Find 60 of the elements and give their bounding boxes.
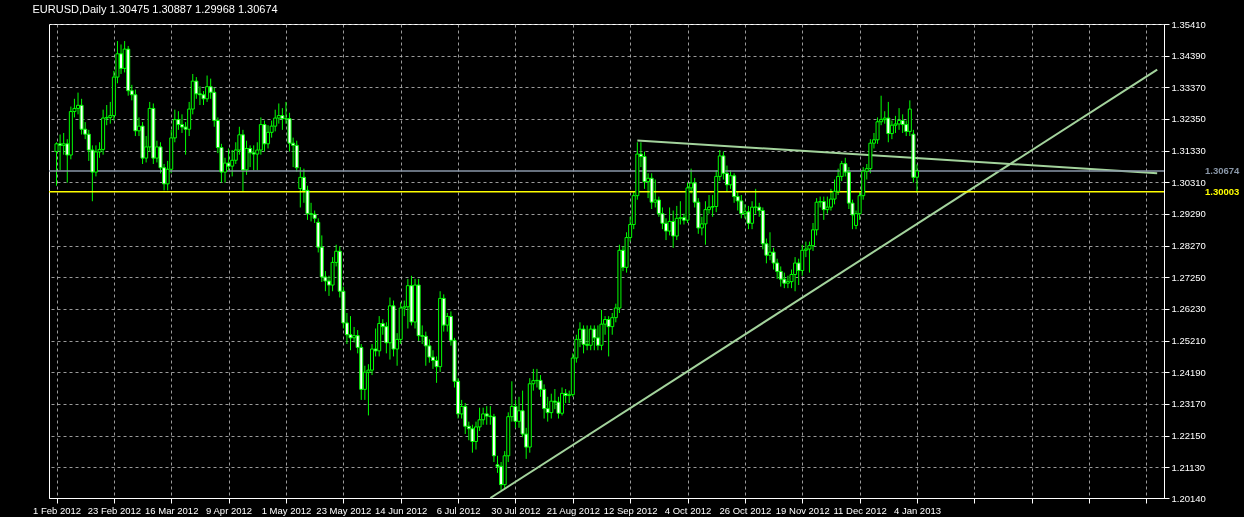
y-tick-label: 1.31330: [1171, 145, 1206, 157]
y-tick-label: 1.23170: [1171, 398, 1206, 410]
candlestick: [649, 172, 654, 210]
x-tick-label: 1 Feb 2012: [32, 504, 82, 516]
ref-line-label: 1.30674: [1205, 165, 1241, 177]
x-tick-label: 9 Apr 2012: [206, 504, 253, 516]
y-tick-label: 1.30310: [1171, 176, 1206, 188]
x-tick-label: 23 Feb 2012: [87, 504, 142, 516]
x-tick-label: 23 May 2012: [316, 504, 372, 516]
x-tick-label: 1 May 2012: [261, 504, 312, 516]
candlestick: [251, 144, 256, 171]
candlestick: [348, 315, 353, 351]
candlestick: [205, 75, 210, 103]
x-tick-label: 4 Oct 2012: [664, 504, 712, 516]
candlestick: [470, 424, 475, 454]
candlestick: [585, 324, 590, 351]
y-tick-label: 1.26230: [1171, 303, 1206, 315]
candlestick: [61, 132, 66, 156]
y-tick-label: 1.34390: [1171, 50, 1206, 62]
y-tick-label: 1.20140: [1171, 492, 1206, 504]
y-tick-label: 1.22150: [1171, 430, 1206, 442]
candlestick: [226, 147, 231, 171]
y-tick-label: 1.25210: [1171, 335, 1206, 347]
y-tick-label: 1.28270: [1171, 240, 1206, 252]
chart-title: EURUSD,Daily 1.30475 1.30887 1.29968 1.30674: [32, 3, 278, 15]
x-tick-label: 6 Jul 2012: [436, 504, 481, 516]
candlestick: [667, 206, 672, 236]
candlestick: [671, 210, 676, 249]
x-tick-label: 30 Jul 2012: [491, 504, 541, 516]
y-tick-label: 1.33370: [1171, 81, 1206, 93]
candlestick: [889, 120, 894, 140]
candlestick: [746, 205, 751, 230]
ref-line-label: 1.30003: [1205, 185, 1240, 197]
x-tick-label: 16 Mar 2012: [145, 504, 199, 516]
candlestick: [58, 134, 63, 171]
y-tick-label: 1.32350: [1171, 113, 1206, 125]
y-tick-label: 1.27250: [1171, 271, 1206, 283]
x-tick-label: 12 Sep 2012: [603, 504, 658, 516]
x-tick-label: 14 Jun 2012: [375, 504, 428, 516]
candlestick: [599, 309, 604, 351]
candlestick: [739, 194, 744, 219]
x-tick-label: 26 Oct 2012: [719, 504, 772, 516]
y-tick-label: 1.21130: [1171, 461, 1206, 473]
x-tick-label: 4 Jan 2013: [893, 504, 941, 516]
candlestick: [588, 324, 593, 351]
y-tick-label: 1.24190: [1171, 366, 1206, 378]
candlestick: [793, 256, 798, 292]
candlestick: [266, 124, 271, 149]
candlestick: [549, 393, 554, 420]
candlestick: [93, 144, 98, 177]
candlestick: [900, 113, 905, 134]
y-tick-label: 1.29290: [1171, 208, 1206, 220]
x-tick-label: 11 Dec 2012: [833, 504, 887, 516]
candlestick: [581, 324, 586, 354]
x-tick-label: 19 Nov 2012: [775, 504, 830, 516]
x-tick-label: 21 Aug 2012: [546, 504, 600, 516]
y-tick-label: 1.35410: [1171, 18, 1206, 30]
candlestick: [248, 144, 253, 168]
candlestick: [592, 324, 597, 351]
candlestick: [262, 120, 267, 153]
